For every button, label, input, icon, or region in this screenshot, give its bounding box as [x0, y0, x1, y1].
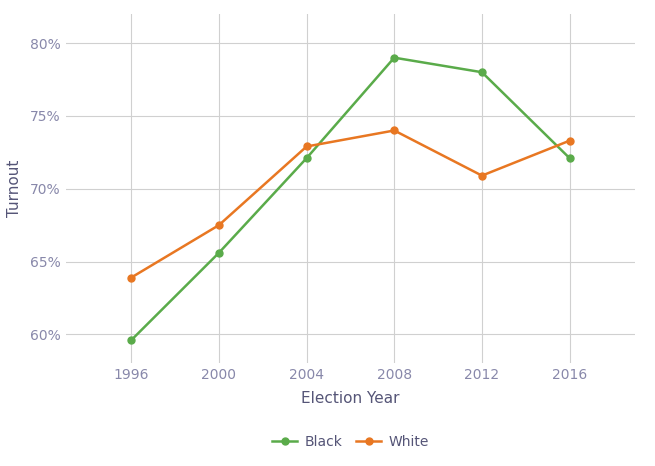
Black	[478, 69, 486, 75]
Y-axis label: Turnout: Turnout	[7, 160, 22, 218]
Black	[303, 155, 310, 161]
Black	[127, 337, 135, 343]
Black	[390, 55, 398, 61]
White	[127, 275, 135, 281]
White	[478, 173, 486, 178]
Black	[566, 155, 574, 161]
Legend: Black, White: Black, White	[267, 430, 434, 455]
White	[215, 222, 223, 228]
White	[303, 144, 310, 149]
X-axis label: Election Year: Election Year	[301, 391, 400, 406]
Line: White: White	[128, 127, 573, 281]
Black	[215, 250, 223, 256]
Line: Black: Black	[128, 54, 573, 343]
White	[390, 128, 398, 133]
White	[566, 138, 574, 144]
